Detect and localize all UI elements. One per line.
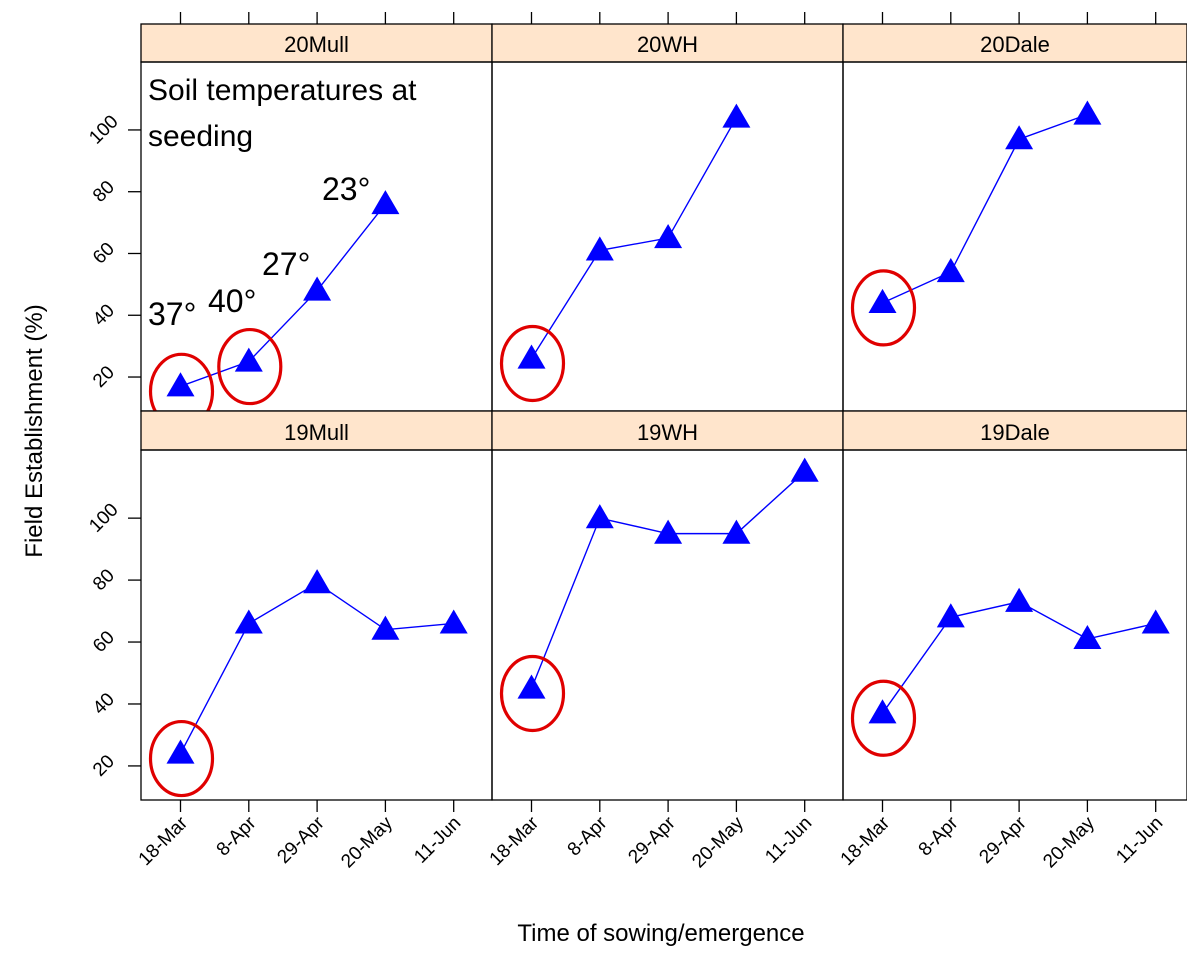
series-line-19Dale — [881, 601, 1156, 714]
data-point-19WH-11-Jun — [790, 457, 819, 482]
y-tick-label-0-80: 80 — [89, 177, 119, 207]
data-point-19Dale-20-May — [1073, 624, 1102, 650]
annotation-heading-line-2: seeding — [148, 120, 253, 153]
data-point-19Dale-11-Jun — [1141, 609, 1170, 634]
data-point-19Mull-20-May — [371, 615, 400, 640]
data-point-19Mull-29-Apr — [303, 569, 332, 594]
highlight-circle-19Mull-18-Mar — [148, 719, 215, 798]
x-tick-label-0-8-Apr: 8-Apr — [213, 812, 261, 860]
strip-label-19Dale: 19Dale — [980, 420, 1050, 445]
data-point-20WH-18-Mar — [517, 344, 546, 369]
annotation-temperature-4: 23° — [322, 171, 370, 207]
x-tick-label-0-18-Mar: 18-Mar — [135, 812, 193, 870]
x-tick-label-1-11-Jun: 11-Jun — [761, 813, 816, 868]
y-tick-label-1-100: 100 — [85, 500, 122, 537]
data-point-20Dale-29-Apr — [1005, 125, 1034, 150]
series-line-19Mull — [179, 582, 454, 754]
annotation-temperature-2: 40° — [208, 283, 256, 319]
x-tick-label-2-11-Jun: 11-Jun — [1112, 813, 1167, 868]
x-tick-label-1-18-Mar: 18-Mar — [486, 812, 544, 870]
y-axis-title: Field Establishment (%) — [21, 304, 48, 557]
data-point-19Mull-8-Apr — [234, 609, 263, 634]
series-line-20WH — [530, 117, 738, 359]
data-point-20Dale-20-May — [1073, 100, 1102, 125]
panel-20WH: 20WH — [491, 23, 844, 412]
x-tick-label-1-20-May: 20-May — [688, 812, 748, 872]
x-tick-label-1-29-Apr: 29-Apr — [624, 812, 680, 868]
strip-label-20Mull: 20Mull — [284, 32, 349, 57]
panel-19Dale: 19Dale — [842, 410, 1187, 801]
data-point-19Mull-11-Jun — [439, 609, 468, 634]
plot-frame-20Dale — [842, 61, 1187, 412]
y-tick-label-0-40: 40 — [89, 300, 119, 330]
annotation-temperature-1: 37° — [148, 296, 196, 332]
panel-20Dale: 20Dale — [842, 23, 1187, 412]
plot-frame-19Dale — [842, 449, 1187, 801]
series-line-20Mull — [180, 203, 386, 387]
highlight-circle-20WH-18-Mar — [499, 324, 566, 403]
data-point-19WH-20-May — [722, 519, 751, 544]
data-point-20Mull-20-May — [371, 190, 400, 215]
y-tick-label-0-20: 20 — [89, 362, 119, 392]
x-tick-label-1-8-Apr: 8-Apr — [564, 812, 612, 860]
strip-label-19Mull: 19Mull — [284, 420, 349, 445]
panel-19Mull: 19Mull — [140, 410, 493, 801]
strip-20Mull — [140, 23, 493, 63]
strip-20Dale — [842, 23, 1187, 63]
x-tick-label-0-11-Jun: 11-Jun — [410, 813, 465, 868]
series-line-20Dale — [882, 113, 1088, 304]
highlight-circle-20Mull-8-Apr — [217, 327, 283, 406]
x-tick-label-2-29-Apr: 29-Apr — [975, 812, 1031, 868]
y-tick-label-0-60: 60 — [89, 239, 119, 269]
data-point-20WH-29-Apr — [654, 224, 683, 249]
data-point-19Dale-8-Apr — [936, 603, 965, 628]
data-point-20Mull-29-Apr — [303, 276, 332, 301]
highlight-circle-19Dale-18-Mar — [850, 679, 917, 757]
x-tick-label-0-29-Apr: 29-Apr — [273, 812, 329, 868]
data-point-19WH-18-Mar — [517, 674, 546, 699]
data-point-20Dale-8-Apr — [936, 258, 965, 283]
strip-label-19WH: 19WH — [637, 420, 698, 445]
data-point-20Mull-8-Apr — [234, 347, 263, 372]
x-tick-label-2-8-Apr: 8-Apr — [915, 812, 963, 860]
y-tick-label-1-20: 20 — [89, 751, 119, 781]
data-point-19WH-29-Apr — [654, 519, 683, 544]
y-tick-label-1-80: 80 — [89, 565, 119, 595]
strip-label-20WH: 20WH — [637, 32, 698, 57]
panel-20Mull: 20Mull — [140, 23, 493, 430]
data-point-19Dale-29-Apr — [1005, 587, 1034, 612]
strip-label-20Dale: 20Dale — [980, 32, 1050, 57]
data-point-20WH-20-May — [722, 103, 751, 128]
plot-frame-19WH — [491, 449, 844, 801]
data-point-19Mull-18-Mar — [166, 739, 195, 764]
strip-19Mull — [140, 410, 493, 451]
y-tick-label-1-60: 60 — [89, 627, 119, 657]
panel-19WH: 19WH — [491, 410, 844, 801]
data-point-19Dale-18-Mar — [868, 699, 897, 724]
annotation-heading-line-1: Soil temperatures at — [148, 74, 417, 107]
data-point-19WH-8-Apr — [585, 504, 614, 529]
data-point-20WH-8-Apr — [585, 236, 614, 261]
annotation-temperature-3: 27° — [262, 246, 310, 282]
highlight-circle-19WH-18-Mar — [499, 654, 566, 733]
y-tick-label-1-40: 40 — [89, 689, 119, 719]
strip-19Dale — [842, 410, 1187, 451]
x-axis-title: Time of sowing/emergence — [517, 920, 804, 947]
x-tick-label-0-20-May: 20-May — [337, 812, 397, 872]
y-tick-label-0-100: 100 — [85, 111, 122, 148]
highlight-circle-20Dale-18-Mar — [850, 269, 917, 347]
x-tick-label-2-18-Mar: 18-Mar — [837, 812, 895, 870]
x-tick-label-2-20-May: 20-May — [1039, 812, 1099, 872]
data-point-20Dale-18-Mar — [868, 288, 897, 313]
data-point-20Mull-18-Mar — [166, 372, 195, 397]
series-line-19WH — [530, 471, 806, 689]
